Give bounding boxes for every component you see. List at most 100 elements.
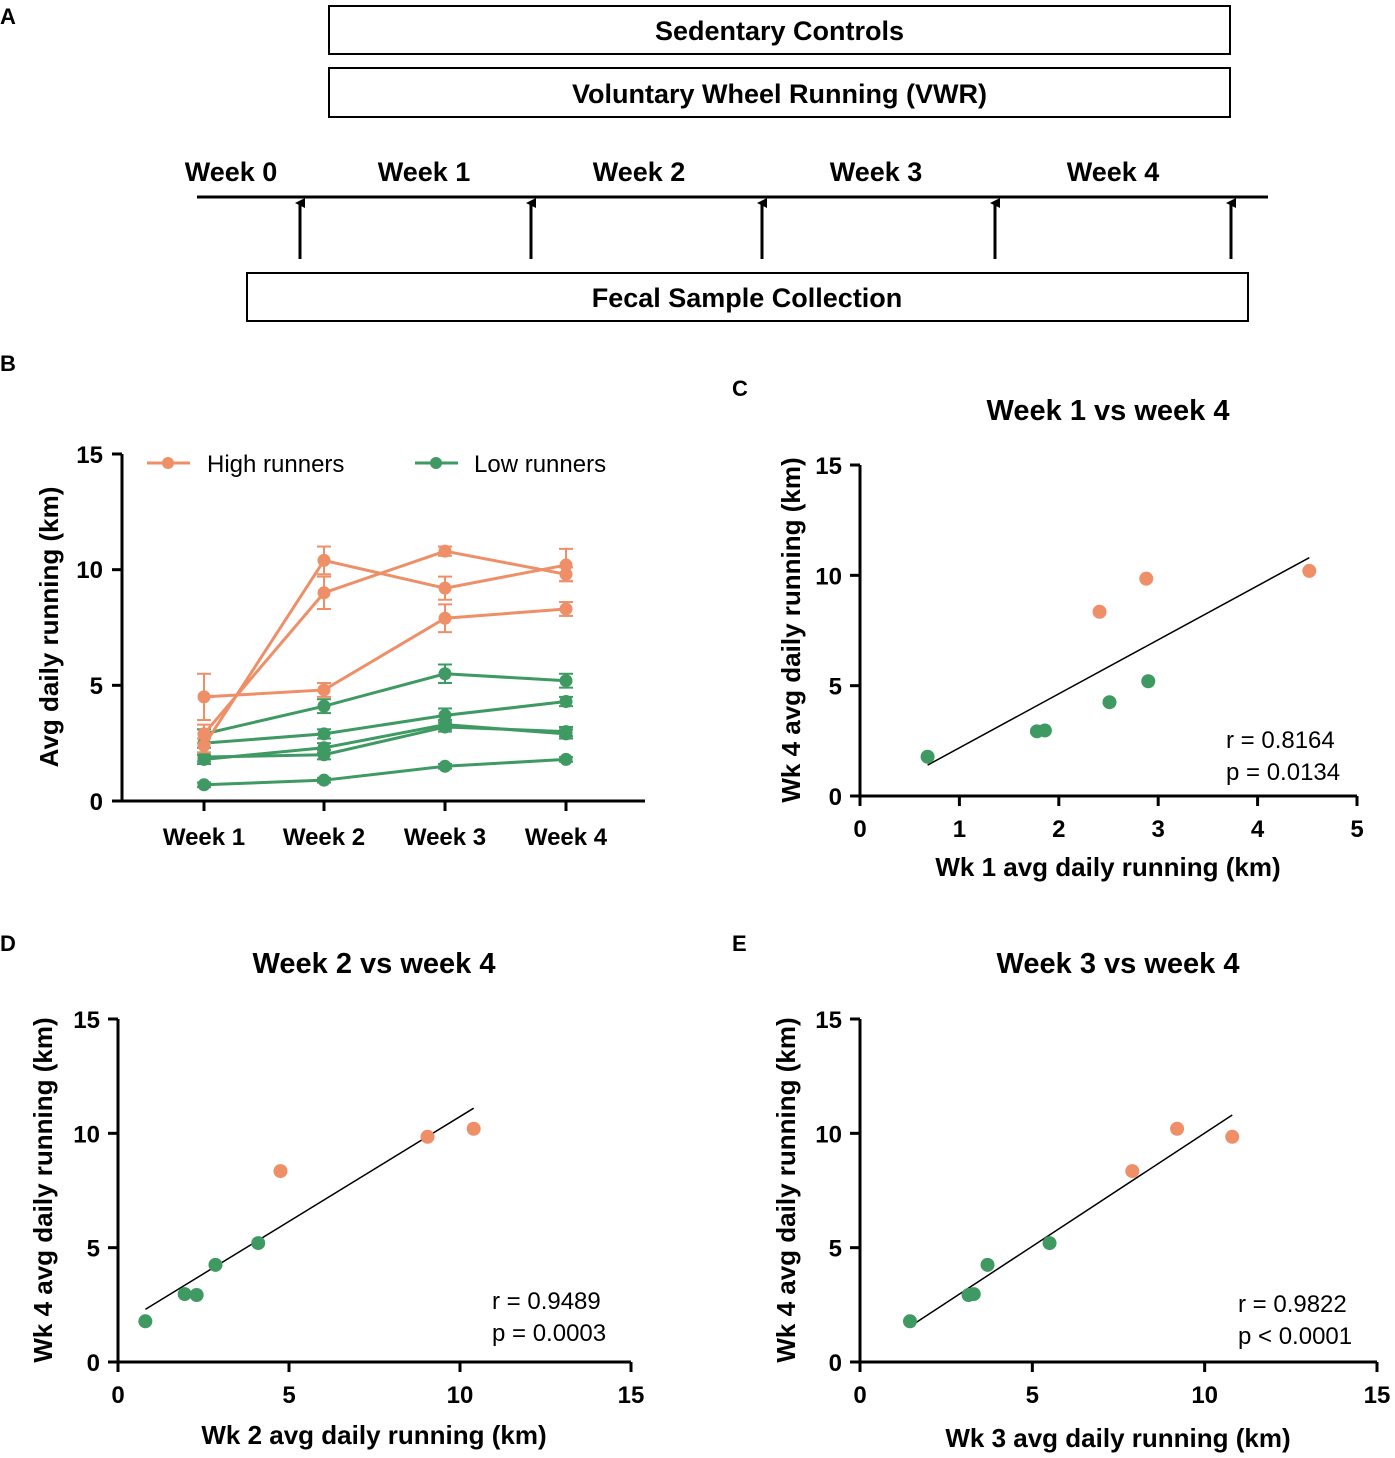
data-point-low [438,708,452,722]
data-point-low [559,695,573,709]
panel-e-xtick-label: 5 [1026,1382,1039,1409]
series-line-high [202,549,567,735]
data-point-high [317,683,331,697]
data-point-high [559,567,573,581]
panel-d-stat-p: p = 0.0003 [492,1320,606,1347]
panel-d-point-low [177,1287,192,1302]
data-point-low [317,699,331,713]
panel-c-ytick-label: 15 [815,453,842,480]
panel-d-stat-r: r = 0.9489 [492,1288,601,1315]
panel-d-title: Week 2 vs week 4 [253,948,496,980]
panel-b-ylabel: Avg daily running (km) [34,487,64,768]
series-line-high [203,607,567,699]
sedentary-controls-box [328,5,1231,55]
panel-c-ylabel: Wk 4 avg daily running (km) [776,457,806,802]
panel-d-point-low [251,1236,266,1251]
week-0-label: Week 0 [185,157,278,187]
panel-c-stat-r: r = 0.8164 [1226,727,1335,754]
panel-e-stat-r: r = 0.9822 [1238,1291,1347,1318]
panel-b-ytick-label: 5 [90,673,103,700]
vwr-box [328,67,1231,118]
panel-e-xlabel: Wk 3 avg daily running (km) [945,1423,1290,1453]
panel-b-marks [197,544,573,792]
panel-b-x-ticks: Week 1 Week 2 Week 3 Week 4 [163,824,608,851]
data-point-low [438,667,452,681]
panel-c-xtick-label: 0 [853,816,866,843]
data-point-high [438,611,452,625]
legend-high-label: High runners [207,451,344,478]
panel-b-label: B [0,351,16,376]
panel-d-ytick-label: 5 [87,1236,100,1263]
panel-e-point-low [902,1314,917,1329]
panel-a-label: A [0,4,16,29]
panel-d-point-high [420,1129,435,1144]
panel-e-point-high [1125,1164,1140,1179]
data-point-low [438,720,452,734]
data-point-high [317,553,331,567]
panel-c-point-high [1139,571,1154,586]
legend-high-marker [162,457,174,469]
panel-e-xtick-label: 10 [1191,1382,1218,1409]
panel-e-marks [902,1114,1240,1329]
data-point-low [317,773,331,787]
week-4-label: Week 4 [1067,157,1160,187]
panel-e-xtick-label: 15 [1364,1382,1391,1409]
panel-c-xtick-label: 2 [1052,816,1065,843]
panel-a: A Sedentary Controls Voluntary Wheel Run… [0,4,1268,322]
panel-c-point-high [1092,604,1107,619]
panel-e-ytick-label: 5 [829,1236,842,1263]
series-line-low [203,700,567,745]
panel-e-fit-line [909,1114,1233,1328]
panel-d-point-high [273,1164,288,1179]
series-line-low [203,757,567,787]
panel-d-xtick-label: 15 [618,1382,645,1409]
data-point-high [197,690,211,704]
panel-c-point-low [1102,695,1117,710]
panel-c-ytick-label: 5 [829,674,842,701]
data-point-low [197,778,211,792]
panel-d-xtick-label: 0 [111,1382,124,1409]
panel-c-xtick-label: 4 [1251,816,1265,843]
panel-c-ytick-label: 0 [829,784,842,811]
panel-b-ytick-label: 10 [76,557,103,584]
panel-d-point-low [208,1257,223,1272]
panel-b-xtick-label: Week 4 [525,824,608,851]
panel-e-ytick-label: 10 [815,1121,842,1148]
panel-b-y-ticks: 0 5 10 15 [76,442,103,816]
panel-d-marks [138,1107,481,1329]
panel-e-point-high [1170,1121,1185,1136]
fecal-sample-box [246,272,1249,322]
panel-e-xtick-label: 0 [853,1382,866,1409]
data-point-high [197,727,211,741]
panel-e-point-low [980,1257,995,1272]
data-point-high [559,602,573,616]
data-point-low [559,725,573,739]
panel-b-chart: Avg daily running (km) 0 5 10 15 Week 1 … [34,442,645,851]
data-point-low [438,759,452,773]
panel-c-fit-line [927,557,1310,766]
panel-d-point-low [189,1288,204,1303]
panel-b-legend: High runners Low runners [147,451,606,478]
panel-c-ytick-label: 10 [815,563,842,590]
panel-e-stat-p: p < 0.0001 [1238,1323,1352,1350]
series-line-low [203,672,567,736]
panel-c-chart: Week 1 vs week 4 Wk 4 avg daily running … [776,395,1364,882]
panel-c-point-low [1029,724,1044,739]
data-point-high [438,581,452,595]
panel-b-xtick-label: Week 3 [404,824,486,851]
panel-b-ytick-label: 15 [76,442,103,469]
data-point-high [317,586,331,600]
panel-d-chart: Week 2 vs week 4 Wk 4 avg daily running … [28,948,644,1450]
data-point-low [559,674,573,688]
panel-c-point-high [1302,563,1317,578]
vwr-label: Voluntary Wheel Running (VWR) [572,79,987,109]
panel-b-xtick-label: Week 1 [163,824,245,851]
legend-low-label: Low runners [474,451,606,478]
panel-c-axes: 0 5 10 15 0 1 2 3 4 5 [815,453,1363,843]
panel-e-title: Week 3 vs week 4 [997,948,1240,980]
panel-d-xtick-label: 5 [282,1382,295,1409]
data-point-low [197,750,211,764]
panel-e-ylabel: Wk 4 avg daily running (km) [771,1017,801,1362]
week-2-label: Week 2 [593,157,686,187]
